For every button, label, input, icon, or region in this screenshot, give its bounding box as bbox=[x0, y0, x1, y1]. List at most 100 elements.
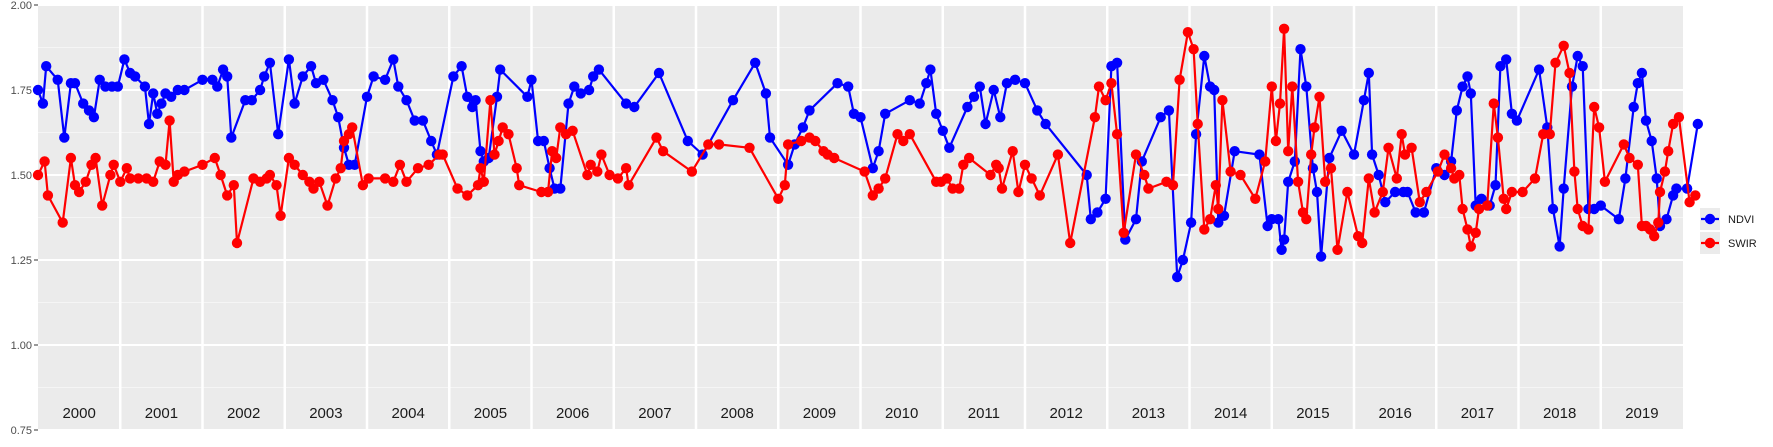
swir-point bbox=[1320, 176, 1331, 187]
swir-point bbox=[1501, 203, 1512, 215]
swir-point bbox=[215, 169, 226, 181]
swir-point bbox=[1287, 81, 1298, 92]
year-label: 2008 bbox=[720, 405, 753, 422]
swir-point bbox=[228, 180, 239, 191]
swir-point bbox=[596, 149, 607, 160]
swir-point bbox=[1684, 197, 1695, 208]
ndvi-point bbox=[1490, 180, 1501, 191]
swir-point bbox=[197, 159, 208, 170]
swir-point bbox=[314, 176, 325, 187]
swir-point bbox=[1377, 186, 1389, 198]
ndvi-point bbox=[1229, 146, 1240, 157]
ndvi-point bbox=[1032, 105, 1043, 116]
ndvi-point bbox=[1009, 74, 1021, 86]
ndvi-point bbox=[143, 118, 155, 130]
swir-point bbox=[503, 129, 514, 140]
swir-point bbox=[796, 135, 807, 147]
ndvi-point bbox=[259, 71, 270, 82]
ndvi-point bbox=[212, 81, 223, 92]
swir-point bbox=[1624, 152, 1635, 164]
swir-point bbox=[1093, 81, 1105, 92]
year-label: 2012 bbox=[1049, 405, 1082, 422]
ndvi-point bbox=[361, 91, 373, 103]
y-tick-label: 2.00 bbox=[11, 0, 32, 12]
ndvi-point bbox=[1595, 200, 1607, 211]
swir-point bbox=[1274, 98, 1286, 109]
swir-point bbox=[437, 149, 448, 160]
ndvi-point bbox=[333, 112, 344, 123]
swir-point bbox=[80, 176, 91, 187]
swir-point bbox=[65, 152, 77, 164]
swir-point bbox=[335, 163, 346, 174]
swir-point bbox=[551, 152, 562, 164]
swir-point bbox=[363, 173, 374, 184]
year-label: 2005 bbox=[474, 405, 507, 422]
ndvi-point bbox=[1283, 176, 1294, 187]
swir-point bbox=[1593, 122, 1605, 133]
swir-point bbox=[1673, 112, 1685, 123]
swir-point bbox=[1414, 197, 1426, 208]
ndvi-point bbox=[797, 122, 809, 133]
swir-point bbox=[1174, 74, 1185, 86]
year-label: 2004 bbox=[391, 405, 424, 422]
swir-point bbox=[133, 173, 144, 184]
swir-point bbox=[623, 180, 634, 191]
swir-point bbox=[1473, 203, 1485, 215]
swir-point bbox=[164, 115, 175, 126]
swir-point bbox=[859, 166, 870, 177]
swir-point bbox=[1506, 186, 1518, 198]
ndvi-point bbox=[1358, 95, 1370, 106]
ndvi-point bbox=[409, 115, 420, 126]
ndvi-point bbox=[1163, 105, 1175, 116]
swir-point bbox=[497, 122, 508, 133]
swir-point bbox=[651, 132, 662, 143]
swir-point bbox=[297, 169, 308, 181]
ndvi-point bbox=[880, 108, 891, 120]
ndvi-point bbox=[1373, 169, 1384, 181]
ndvi-point bbox=[937, 125, 948, 136]
swir-point bbox=[121, 163, 132, 174]
ndvi-point bbox=[246, 95, 257, 106]
swir-point bbox=[1396, 129, 1407, 140]
swir-point bbox=[657, 146, 669, 157]
swir-point bbox=[489, 149, 500, 160]
ndvi-point bbox=[129, 71, 141, 82]
ndvi-point bbox=[980, 118, 991, 130]
ndvi-point bbox=[1311, 186, 1323, 198]
ndvi-point bbox=[974, 81, 985, 92]
ndvi-point bbox=[1301, 81, 1312, 92]
ndvi-point bbox=[1651, 173, 1662, 184]
ndvi-point bbox=[921, 78, 932, 89]
swir-point bbox=[322, 200, 333, 211]
ndvi-point bbox=[1462, 71, 1473, 82]
ndvi-point bbox=[41, 60, 52, 72]
ndvi-point bbox=[1476, 193, 1487, 204]
year-label: 2010 bbox=[885, 405, 918, 422]
ndvi-point bbox=[1495, 60, 1506, 72]
swir-point bbox=[394, 159, 406, 170]
swir-point bbox=[1599, 176, 1611, 187]
year-label: 2018 bbox=[1543, 405, 1576, 422]
swir-point bbox=[744, 142, 755, 153]
swir-point bbox=[1529, 173, 1541, 184]
swir-point bbox=[1111, 129, 1123, 140]
ndvi-point bbox=[1273, 214, 1284, 225]
swir-point bbox=[567, 125, 578, 136]
swir-point bbox=[160, 159, 171, 170]
swir-point bbox=[39, 156, 50, 167]
ndvi-point bbox=[962, 101, 973, 113]
swir-point bbox=[222, 190, 233, 201]
ndvi-point bbox=[583, 84, 595, 96]
ndvi-point bbox=[1646, 135, 1657, 147]
swir-point bbox=[209, 152, 220, 164]
swir-point bbox=[779, 180, 790, 191]
swir-point bbox=[1492, 132, 1504, 143]
ndvi-point bbox=[1289, 156, 1301, 167]
swir-point bbox=[1306, 149, 1317, 160]
y-tick-label: 1.00 bbox=[11, 340, 32, 352]
swir-point bbox=[1465, 241, 1477, 252]
ndvi-point bbox=[1547, 203, 1559, 215]
swir-point bbox=[1192, 118, 1203, 130]
ndvi-point bbox=[1199, 50, 1210, 62]
